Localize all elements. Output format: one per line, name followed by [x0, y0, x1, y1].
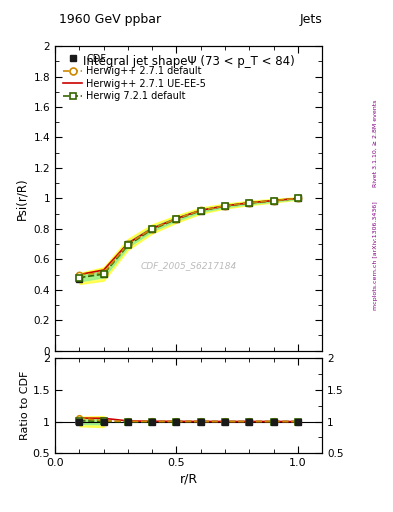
Text: Jets: Jets [299, 13, 322, 26]
Text: Integral jet shapeΨ (73 < p_T < 84): Integral jet shapeΨ (73 < p_T < 84) [83, 55, 294, 68]
Text: Rivet 3.1.10, ≥ 2.8M events: Rivet 3.1.10, ≥ 2.8M events [373, 100, 378, 187]
Text: 1960 GeV ppbar: 1960 GeV ppbar [59, 13, 161, 26]
Text: mcplots.cern.ch [arXiv:1306.3436]: mcplots.cern.ch [arXiv:1306.3436] [373, 202, 378, 310]
Legend: CDF, Herwig++ 2.7.1 default, Herwig++ 2.7.1 UE-EE-5, Herwig 7.2.1 default: CDF, Herwig++ 2.7.1 default, Herwig++ 2.… [60, 51, 209, 104]
Y-axis label: Psi(r/R): Psi(r/R) [15, 177, 28, 220]
Y-axis label: Ratio to CDF: Ratio to CDF [20, 371, 30, 440]
X-axis label: r/R: r/R [180, 472, 198, 485]
Text: CDF_2005_S6217184: CDF_2005_S6217184 [141, 261, 237, 270]
